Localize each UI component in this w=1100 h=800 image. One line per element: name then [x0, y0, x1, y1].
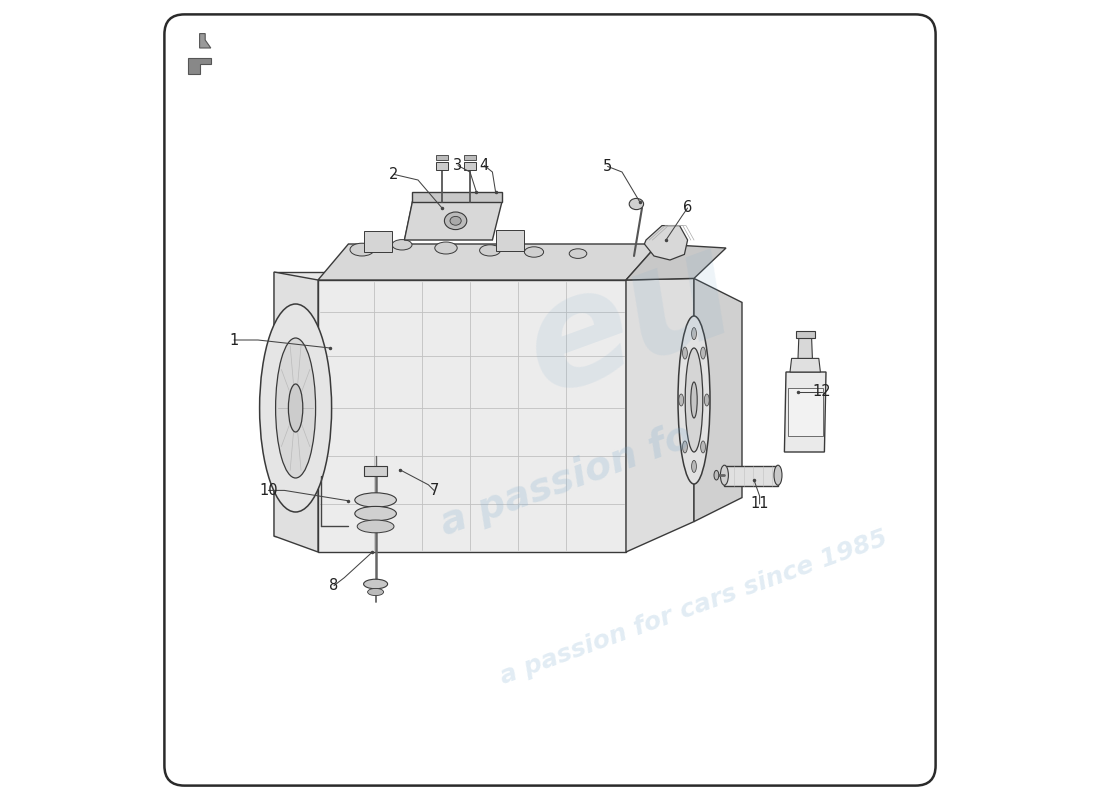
- Ellipse shape: [701, 441, 705, 453]
- Polygon shape: [725, 466, 778, 486]
- Text: eu: eu: [505, 214, 756, 426]
- Ellipse shape: [364, 579, 387, 589]
- Ellipse shape: [701, 347, 705, 359]
- Ellipse shape: [714, 470, 718, 480]
- Ellipse shape: [444, 212, 466, 230]
- Polygon shape: [274, 272, 318, 552]
- Text: 8: 8: [329, 578, 339, 593]
- Polygon shape: [318, 280, 626, 552]
- Text: 2: 2: [389, 167, 398, 182]
- Ellipse shape: [350, 243, 374, 256]
- Ellipse shape: [288, 384, 302, 432]
- Bar: [464, 162, 475, 170]
- Polygon shape: [405, 202, 502, 240]
- Text: 6: 6: [683, 201, 692, 215]
- Polygon shape: [318, 244, 658, 280]
- Ellipse shape: [692, 328, 696, 339]
- Bar: [437, 155, 448, 160]
- Bar: [364, 231, 393, 252]
- Ellipse shape: [450, 217, 461, 226]
- Ellipse shape: [679, 394, 683, 406]
- Ellipse shape: [685, 348, 703, 452]
- Text: 5: 5: [603, 159, 613, 174]
- Ellipse shape: [358, 520, 394, 533]
- Text: 1: 1: [230, 333, 239, 347]
- Polygon shape: [412, 192, 502, 202]
- Text: 12: 12: [813, 385, 832, 399]
- Bar: [788, 388, 823, 436]
- Ellipse shape: [392, 240, 412, 250]
- Text: 3: 3: [453, 158, 463, 173]
- Polygon shape: [790, 358, 821, 372]
- Ellipse shape: [629, 198, 644, 210]
- Bar: [437, 162, 448, 170]
- Polygon shape: [798, 338, 813, 358]
- Polygon shape: [626, 278, 694, 552]
- Polygon shape: [795, 331, 815, 338]
- Ellipse shape: [355, 493, 396, 507]
- Polygon shape: [364, 466, 387, 476]
- Ellipse shape: [720, 465, 728, 485]
- Text: a passion fo: a passion fo: [434, 417, 697, 543]
- Text: 10: 10: [260, 483, 277, 498]
- Ellipse shape: [434, 242, 458, 254]
- Text: 7: 7: [429, 483, 439, 498]
- Polygon shape: [645, 226, 688, 260]
- Text: 4: 4: [480, 158, 490, 173]
- Bar: [464, 155, 475, 160]
- Polygon shape: [694, 278, 743, 522]
- Ellipse shape: [569, 249, 586, 258]
- Ellipse shape: [260, 304, 331, 512]
- Ellipse shape: [525, 246, 543, 258]
- Polygon shape: [199, 34, 211, 48]
- Polygon shape: [188, 58, 211, 74]
- Text: 11: 11: [750, 497, 769, 511]
- Ellipse shape: [774, 465, 782, 485]
- Text: a passion for cars since 1985: a passion for cars since 1985: [497, 526, 891, 690]
- Ellipse shape: [691, 382, 697, 418]
- Ellipse shape: [682, 347, 688, 359]
- Ellipse shape: [704, 394, 710, 406]
- Ellipse shape: [355, 506, 396, 521]
- Ellipse shape: [678, 316, 710, 484]
- Ellipse shape: [367, 589, 384, 595]
- Polygon shape: [274, 272, 378, 536]
- Ellipse shape: [682, 441, 688, 453]
- Ellipse shape: [480, 245, 501, 256]
- Polygon shape: [626, 244, 726, 280]
- Ellipse shape: [276, 338, 316, 478]
- Ellipse shape: [692, 461, 696, 472]
- Bar: [496, 230, 525, 251]
- Polygon shape: [784, 372, 826, 452]
